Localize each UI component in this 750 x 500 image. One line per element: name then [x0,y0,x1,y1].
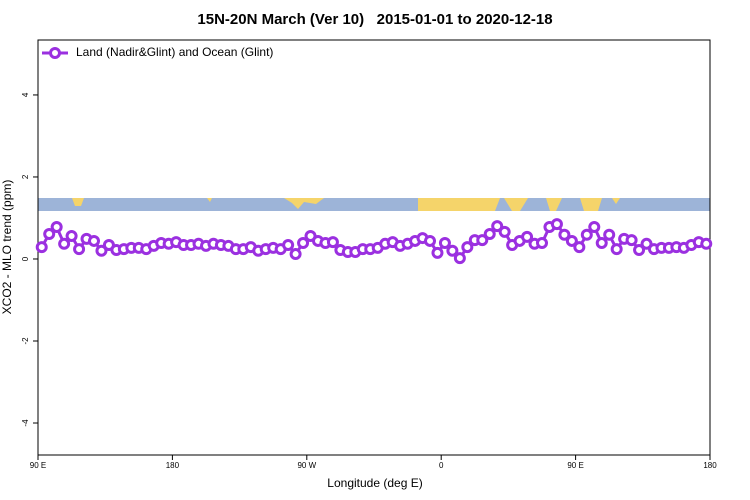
y-tick-label: -4 [21,419,30,427]
data-point [453,252,466,265]
x-tick-label: 90 E [567,461,583,470]
legend-marker [49,47,61,59]
data-point [483,227,496,240]
data-point [603,228,616,241]
x-tick-label: 0 [439,461,444,470]
data-point [461,241,474,254]
land [284,198,324,209]
data-point [625,234,638,247]
data-point [610,243,623,256]
x-tick-label: 90 W [297,461,316,470]
x-axis-label: Longitude (deg E) [327,476,422,490]
data-point [521,230,534,243]
y-axis-label: XCO2 - MLO trend (ppm) [0,180,14,315]
land [207,198,212,202]
data-point [476,234,489,247]
data-point [65,230,78,243]
data-point [43,227,56,240]
land [418,198,500,211]
data-point [95,244,108,257]
data-point [633,243,646,256]
y-tick-label: -2 [21,337,30,345]
legend: Land (Nadir&Glint) and Ocean (Glint) [42,45,273,59]
data-point [438,236,451,249]
data-point [558,228,571,241]
data-point [88,234,100,247]
data-point [35,241,48,254]
data-point [289,248,302,261]
data-point [282,239,295,252]
land [546,198,562,211]
data-point [580,228,593,241]
data-point [573,241,586,254]
data-point [536,236,548,249]
y-tick-label: 2 [21,174,30,179]
data-point [595,236,608,249]
data-point [640,237,653,250]
land [612,198,620,204]
x-tick-label: 180 [703,461,717,470]
data-point [424,234,436,247]
data-point [700,237,713,250]
data-point [58,237,71,250]
legend-label: Land (Nadir&Glint) and Ocean (Glint) [76,45,273,59]
data-point [446,244,459,257]
land [504,198,528,211]
x-tick-label: 180 [166,461,180,470]
data-point [565,234,578,247]
chart-title: 15N-20N March (Ver 10) 2015-01-01 to 202… [197,11,552,28]
y-tick-label: 0 [21,256,30,261]
data-point [297,236,310,249]
land [72,198,84,206]
data-point [498,225,511,238]
land [580,198,602,211]
data-point [431,246,444,259]
data-point [73,243,86,256]
data-point [50,220,63,233]
ocean [38,198,710,211]
data-point [588,220,601,233]
y-tick-label: 4 [21,92,30,97]
x-tick-label: 90 E [30,461,46,470]
data-point [550,218,563,231]
data-point [491,220,504,233]
data-point [326,236,339,249]
map-strip [38,198,710,211]
